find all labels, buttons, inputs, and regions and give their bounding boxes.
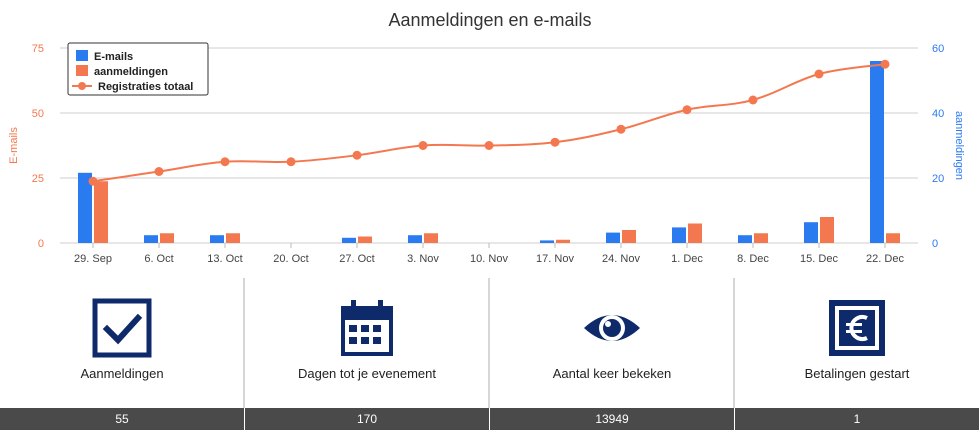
point-registraties [550, 137, 560, 147]
bar-emails [870, 61, 884, 243]
bar-aanmeldingen [556, 239, 570, 243]
bar-emails [408, 235, 422, 243]
stat-value: 55 [0, 408, 244, 430]
checkbox-icon [92, 298, 152, 358]
euro-icon [829, 300, 885, 356]
x-tick-label: 13. Oct [207, 253, 242, 265]
point-registraties [154, 167, 164, 176]
stat-aanmeldingen: Aanmeldingen 55 [0, 278, 244, 430]
y-left-tick-label: 25 [32, 173, 44, 185]
point-registraties [418, 141, 428, 150]
legend-label: Registraties totaal [98, 81, 193, 93]
legend-marker-registraties [78, 82, 86, 90]
calendar-icon [341, 300, 393, 356]
divider [733, 278, 735, 408]
legend-label: E-mails [94, 51, 133, 63]
stat-label: Aantal keer bekeken [552, 366, 672, 381]
point-registraties [484, 141, 494, 150]
point-registraties [748, 95, 758, 105]
stat-value: 170 [245, 408, 489, 430]
x-tick-label: 8. Dec [737, 253, 769, 265]
bar-emails [672, 227, 686, 243]
stat-bekeken: Aantal keer bekeken 13949 [490, 278, 734, 430]
point-registraties [880, 59, 890, 69]
bar-aanmeldingen [688, 223, 702, 243]
point-registraties [352, 150, 362, 160]
x-tick-label: 3. Nov [407, 253, 439, 265]
y-right-tick-label: 0 [932, 238, 938, 250]
bar-aanmeldingen [754, 233, 768, 243]
bar-emails [738, 235, 752, 243]
bar-emails [606, 232, 620, 243]
legend-label: aanmeldingen [94, 66, 168, 78]
point-registraties [220, 157, 230, 167]
x-tick-label: 20. Oct [273, 253, 308, 265]
stat-value: 1 [735, 408, 979, 430]
stat-label: Betalingen gestart [804, 366, 910, 381]
legend-swatch-emails [76, 50, 88, 61]
legend [67, 42, 209, 96]
bar-aanmeldingen [622, 230, 636, 243]
x-tick-label: 29. Sep [74, 253, 112, 265]
bar-emails [540, 240, 554, 243]
bar-aanmeldingen [226, 233, 240, 243]
point-registraties [814, 69, 824, 79]
bar-aanmeldingen [160, 233, 174, 243]
x-tick-label: 15. Dec [800, 253, 838, 265]
eye-icon [584, 315, 640, 341]
stat-value: 13949 [490, 408, 734, 430]
bar-emails [342, 237, 356, 243]
bar-aanmeldingen [94, 181, 108, 243]
divider [488, 278, 490, 408]
bar-aanmeldingen [358, 236, 372, 243]
bar-aanmeldingen [820, 217, 834, 243]
combo-chart: Aanmeldingen en e-mails 0 25 50 75 0 20 40 60 E-m… [8, 10, 965, 265]
chart-panel: Aanmeldingen en e-mails 0 25 50 75 0 20 40 60 E-m… [8, 10, 965, 265]
bar-aanmeldingen [424, 233, 438, 243]
bar-emails [210, 235, 224, 243]
y-right-tick-label: 40 [932, 108, 944, 120]
y-left-axis-title: E-mails [8, 127, 20, 164]
x-tick-label: 27. Oct [339, 253, 374, 265]
bar-emails [78, 172, 92, 243]
point-registraties [682, 105, 692, 115]
legend-swatch-aanmeldingen [76, 65, 88, 76]
y-right-tick-label: 60 [932, 43, 944, 55]
point-registraties [88, 176, 98, 186]
bar-aanmeldingen [886, 233, 900, 243]
y-right-axis-title: aanmeldingen [953, 111, 965, 180]
x-tick-label: 10. Nov [470, 253, 508, 265]
stats-row: Aanmeldingen 55 Dagen tot je evenement 1… [0, 278, 980, 430]
point-registraties [616, 124, 626, 134]
chart-title: Aanmeldingen en e-mails [388, 10, 591, 30]
bar-emails [144, 235, 158, 243]
y-right-tick-label: 20 [932, 173, 944, 185]
stat-betalingen: Betalingen gestart 1 [735, 278, 979, 430]
x-tick-label: 1. Dec [671, 253, 703, 265]
x-tick-label: 24. Nov [602, 253, 640, 265]
line-registraties [92, 63, 886, 183]
x-tick-label: 17. Nov [536, 253, 574, 265]
point-registraties [286, 157, 296, 167]
y-left-tick-label: 50 [32, 108, 44, 120]
y-left-tick-label: 0 [38, 238, 44, 250]
stat-label: Dagen tot je evenement [297, 366, 437, 381]
bar-emails [804, 222, 818, 243]
x-tick-label: 22. Dec [866, 253, 904, 265]
stat-label: Aanmeldingen [80, 366, 164, 381]
y-left-tick-label: 75 [32, 43, 44, 55]
divider [243, 278, 245, 408]
x-tick-label: 6. Oct [144, 253, 173, 265]
stat-dagen: Dagen tot je evenement 170 [245, 278, 489, 430]
